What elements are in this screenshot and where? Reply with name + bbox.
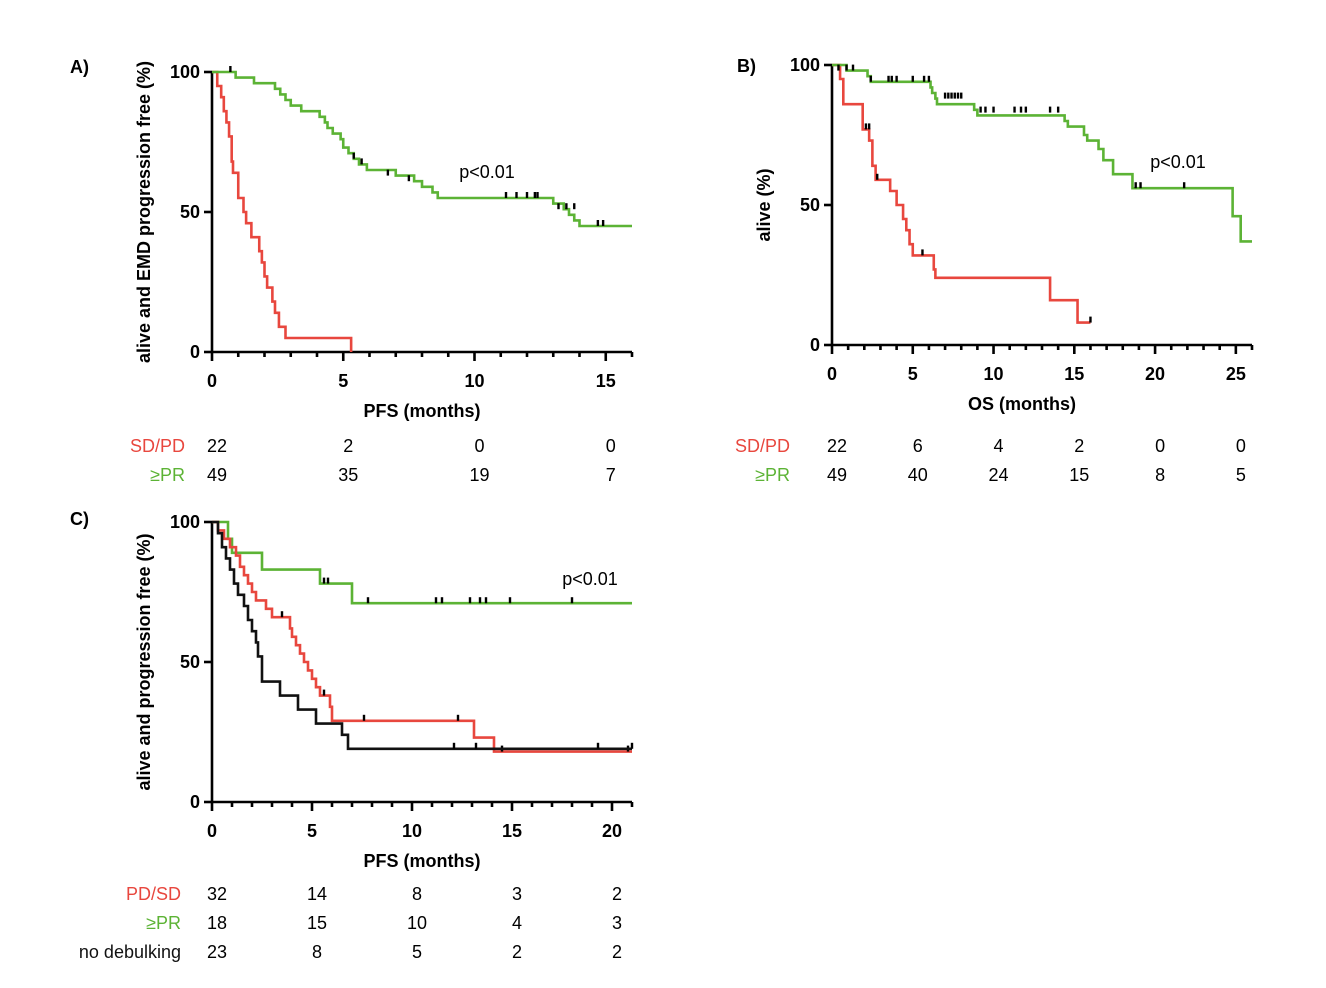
risk-count: 0 — [474, 436, 484, 456]
x-tick-label: 5 — [908, 364, 918, 384]
risk-row-label: SD/PD — [130, 436, 185, 456]
km-curve-line — [832, 63, 1252, 243]
x-tick-label: 15 — [1064, 364, 1084, 384]
risk-count: 3 — [512, 884, 522, 904]
panel-label: C) — [70, 509, 89, 529]
risk-row-label: no debulking — [79, 942, 181, 962]
panel-label: A) — [70, 57, 89, 77]
risk-count: 8 — [312, 942, 322, 962]
risk-count: 0 — [606, 436, 616, 456]
panel-label: B) — [737, 56, 756, 76]
y-tick-label: 100 — [170, 512, 200, 532]
x-tick-label: 10 — [402, 821, 422, 841]
x-tick-label: 25 — [1226, 364, 1246, 384]
y-axis-label: alive and progression free (%) — [134, 533, 154, 790]
x-tick-label: 0 — [827, 364, 837, 384]
risk-count: 14 — [307, 884, 327, 904]
risk-count: 2 — [612, 942, 622, 962]
risk-count: 6 — [913, 436, 923, 456]
y-tick-label: 0 — [810, 335, 820, 355]
series-0 — [212, 520, 632, 605]
risk-count: 2 — [1074, 436, 1084, 456]
km-curve-line — [212, 520, 632, 753]
x-tick-label: 15 — [502, 821, 522, 841]
risk-row-label: SD/PD — [735, 436, 790, 456]
km-curve-line — [212, 70, 353, 352]
risk-row-label: ≥PR — [755, 465, 790, 485]
risk-count: 24 — [989, 465, 1009, 485]
x-tick-label: 0 — [207, 821, 217, 841]
y-tick-label: 50 — [800, 195, 820, 215]
risk-count: 10 — [407, 913, 427, 933]
km-curve-line — [212, 520, 632, 751]
risk-count: 2 — [612, 884, 622, 904]
series-0 — [832, 63, 1092, 324]
risk-count: 8 — [1155, 465, 1165, 485]
risk-count: 4 — [994, 436, 1004, 456]
x-axis-label: OS (months) — [968, 394, 1076, 414]
x-tick-label: 10 — [984, 364, 1004, 384]
x-tick-label: 20 — [602, 821, 622, 841]
panel-a: A) 0 50 100 0 5 10 15 PFS (months) alive and EMD … — [70, 57, 634, 485]
risk-count: 15 — [307, 913, 327, 933]
risk-count: 8 — [412, 884, 422, 904]
p-value-annotation: p<0.01 — [1150, 152, 1206, 172]
risk-count: 49 — [827, 465, 847, 485]
risk-row-label: ≥PR — [146, 913, 181, 933]
x-tick-label: 20 — [1145, 364, 1165, 384]
risk-count: 22 — [207, 436, 227, 456]
risk-count: 19 — [469, 465, 489, 485]
km-curve-line — [212, 70, 632, 228]
y-tick-label: 50 — [180, 652, 200, 672]
x-tick-label: 15 — [596, 371, 616, 391]
risk-count: 0 — [1236, 436, 1246, 456]
p-value-annotation: p<0.01 — [459, 162, 515, 182]
risk-count: 35 — [338, 465, 358, 485]
x-tick-label: 0 — [207, 371, 217, 391]
series-1 — [832, 63, 1252, 243]
risk-count: 23 — [207, 942, 227, 962]
y-axis-label: alive and EMD progression free (%) — [134, 61, 154, 363]
risk-count: 5 — [412, 942, 422, 962]
risk-count: 40 — [908, 465, 928, 485]
risk-count: 4 — [512, 913, 522, 933]
risk-count: 15 — [1069, 465, 1089, 485]
series-1 — [212, 66, 632, 228]
risk-count: 3 — [612, 913, 622, 933]
series-1 — [212, 520, 632, 753]
risk-count: 49 — [207, 465, 227, 485]
panel-c: C) 0 50 100 0 5 10 15 20 PFS (months) alive and pr… — [70, 509, 634, 962]
risk-count: 22 — [827, 436, 847, 456]
risk-count: 5 — [1236, 465, 1246, 485]
x-tick-label: 10 — [464, 371, 484, 391]
y-tick-label: 100 — [790, 55, 820, 75]
p-value-annotation: p<0.01 — [562, 569, 618, 589]
y-tick-label: 100 — [170, 62, 200, 82]
y-tick-label: 0 — [190, 342, 200, 362]
risk-count: 2 — [343, 436, 353, 456]
risk-count: 0 — [1155, 436, 1165, 456]
x-tick-label: 5 — [307, 821, 317, 841]
risk-count: 7 — [606, 465, 616, 485]
y-tick-label: 50 — [180, 202, 200, 222]
y-tick-label: 0 — [190, 792, 200, 812]
km-curve-line — [212, 520, 632, 605]
x-tick-label: 5 — [338, 371, 348, 391]
series-2 — [212, 520, 634, 751]
risk-count: 2 — [512, 942, 522, 962]
x-axis-label: PFS (months) — [364, 851, 481, 871]
risk-row-label: ≥PR — [150, 465, 185, 485]
series-0 — [212, 70, 353, 352]
km-curve-line — [832, 63, 1091, 324]
x-axis-label: PFS (months) — [364, 401, 481, 421]
risk-count: 18 — [207, 913, 227, 933]
y-axis-label: alive (%) — [754, 168, 774, 241]
risk-count: 32 — [207, 884, 227, 904]
risk-row-label: PD/SD — [126, 884, 181, 904]
